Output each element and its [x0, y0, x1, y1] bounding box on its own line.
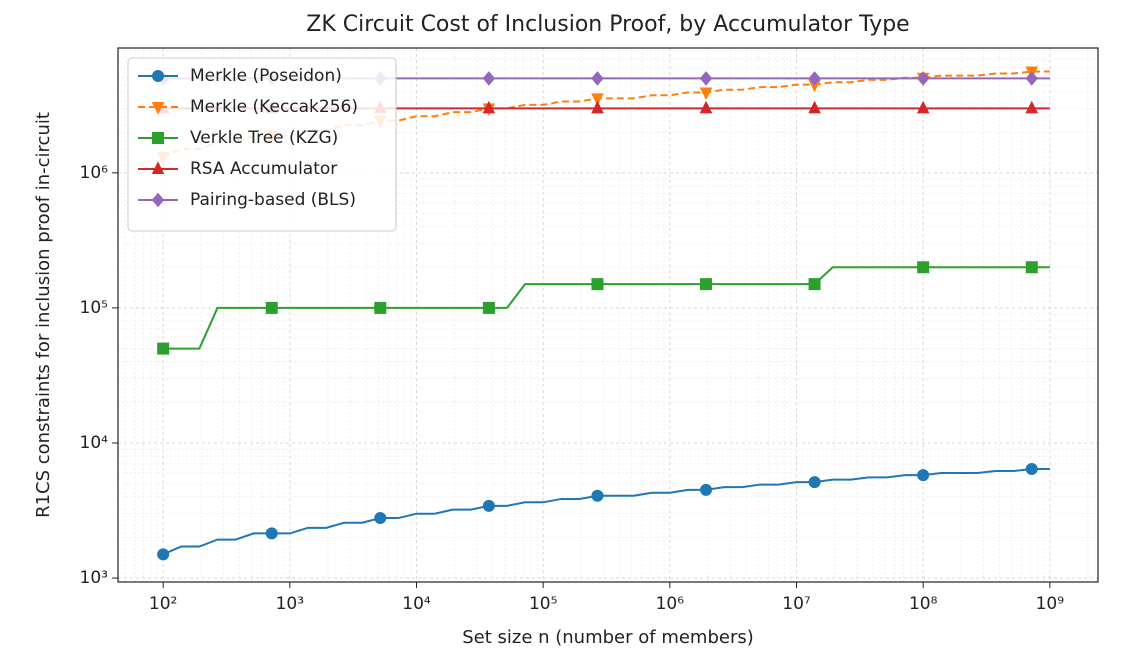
x-tick-label: 10⁵ [529, 594, 557, 614]
legend-marker [151, 192, 165, 208]
legend: Merkle (Poseidon) Merkle (Keccak256) Verkl… [127, 57, 397, 232]
x-tick-label: 10⁶ [656, 594, 685, 614]
x-tick-label: 10⁹ [1036, 594, 1065, 614]
y-axis-label: R1CS constraints for inclusion proof in-… [33, 112, 54, 518]
marker [482, 301, 495, 314]
marker [699, 100, 713, 114]
legend-marker [152, 70, 164, 82]
marker [265, 301, 278, 314]
marker [808, 71, 821, 86]
marker [482, 71, 496, 86]
marker [699, 87, 713, 101]
marker [808, 278, 821, 291]
x-tick-label: 10⁷ [782, 594, 811, 614]
y-tick-label: 10⁵ [80, 298, 108, 318]
legend-label: Verkle Tree (KZG) [190, 128, 338, 148]
marker [808, 476, 821, 489]
marker [591, 71, 604, 86]
x-tick-label: 10³ [276, 594, 304, 614]
marker [699, 71, 713, 86]
chart-title: ZK Circuit Cost of Inclusion Proof, by A… [306, 12, 909, 37]
legend-label: RSA Accumulator [190, 159, 337, 179]
series-line [162, 467, 1050, 556]
marker [157, 342, 170, 355]
marker [1025, 71, 1038, 86]
marker [482, 100, 496, 114]
marker [1025, 261, 1038, 274]
legend-marker [152, 132, 164, 144]
x-tick-label: 10⁸ [909, 594, 938, 614]
marker [808, 100, 821, 114]
legend-marker [151, 161, 165, 174]
marker [591, 93, 604, 106]
legend-label: Merkle (Poseidon) [190, 66, 342, 86]
marker [591, 489, 604, 502]
legend-label: Merkle (Keccak256) [190, 97, 358, 117]
x-axis-label: Set size n (number of members) [462, 627, 754, 648]
y-tick-label: 10⁶ [80, 163, 109, 183]
marker [916, 100, 930, 114]
marker [917, 469, 930, 482]
marker [1025, 100, 1039, 114]
marker [157, 548, 170, 561]
marker [700, 483, 713, 496]
legend-label: Pairing-based (BLS) [190, 190, 356, 210]
series-line [163, 266, 1050, 350]
legend-box [127, 57, 397, 232]
x-tick-label: 10⁴ [402, 594, 431, 614]
marker [1025, 462, 1038, 475]
marker [265, 527, 278, 540]
marker [700, 278, 713, 291]
y-tick-label: 10⁴ [80, 433, 109, 453]
y-tick-label: 10³ [80, 568, 108, 588]
legend-marker [151, 102, 165, 115]
marker [917, 71, 930, 86]
marker [374, 512, 387, 525]
marker [374, 301, 387, 314]
plot-frame [117, 47, 1099, 583]
marker [591, 100, 604, 114]
marker [591, 278, 604, 291]
marker [482, 499, 495, 512]
x-tick-label: 10² [149, 594, 177, 614]
marker [917, 261, 930, 274]
